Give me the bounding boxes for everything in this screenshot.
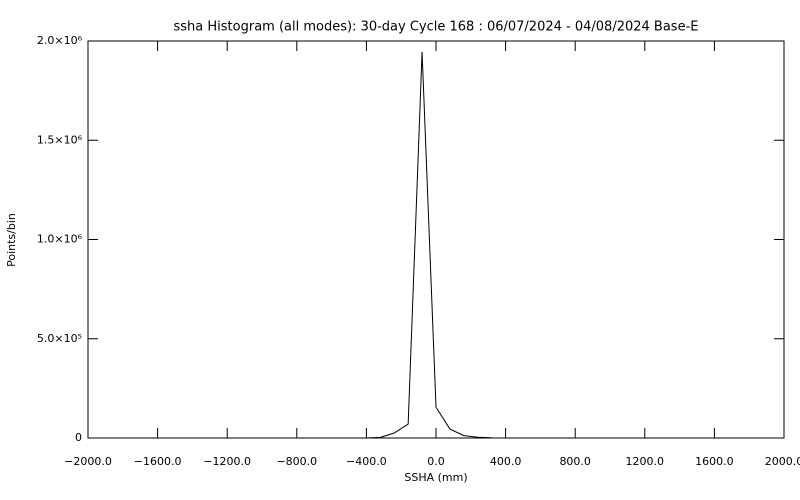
y-tick-label: 1.0×10⁶ [37,233,83,246]
histogram-line [366,51,492,439]
y-axis-label: Points/bin [5,213,18,267]
x-tick-label: −2000.0 [64,455,112,468]
x-tick-label: −400.0 [346,455,387,468]
x-tick-label: 2000.0 [765,455,800,468]
plot-frame [87,40,785,439]
y-tick-label: 5.0×10⁵ [37,332,82,345]
x-tick-label: 1600.0 [695,455,734,468]
x-tick-label: 0.0 [427,455,445,468]
x-tick-label: 800.0 [559,455,591,468]
y-tick-label: 0 [75,431,82,444]
x-tick-label: 400.0 [490,455,522,468]
x-tick-label: −1600.0 [134,455,182,468]
x-tick-label: −1200.0 [203,455,251,468]
x-axis-label: SSHA (mm) [404,471,467,484]
x-tick-label: 1200.0 [626,455,665,468]
x-tick-label: −800.0 [276,455,317,468]
y-tick-label: 1.5×10⁶ [37,133,83,146]
chart-title: ssha Histogram (all modes): 30-day Cycle… [174,20,699,35]
y-tick-label: 2.0×10⁶ [37,34,83,47]
